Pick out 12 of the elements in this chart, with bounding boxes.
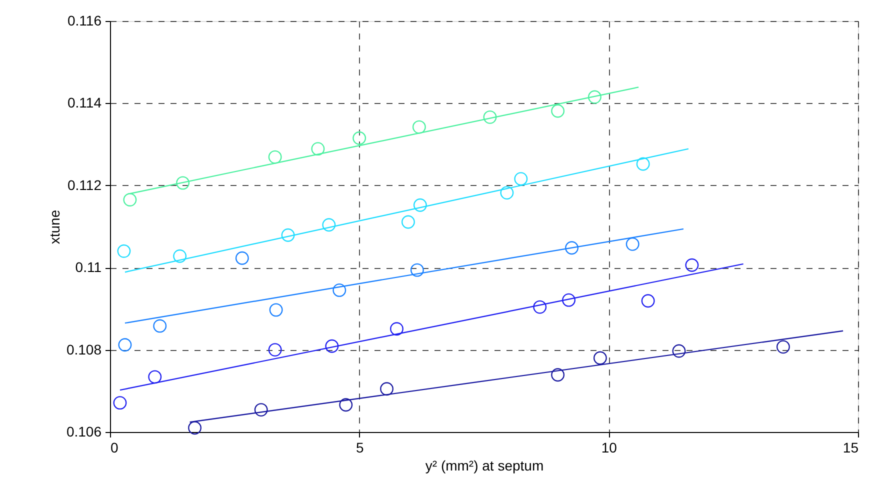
x-axis-title: y² (mm²) at septum: [425, 458, 544, 474]
y-axis-title: xtune: [46, 210, 62, 244]
y-tick-label: 0.116: [68, 12, 102, 28]
y-tick-label: 0.106: [66, 424, 102, 440]
x-tick-label: 15: [842, 440, 859, 456]
y-tick-label: 0.112: [68, 176, 102, 193]
y-tick-label: 0.11: [75, 259, 102, 276]
x-tick-label: 0: [110, 440, 118, 456]
x-tick-label: 10: [601, 440, 618, 456]
y-tick-label: 0.108: [66, 341, 102, 358]
y-tick-label: 0.114: [68, 94, 102, 111]
x-tick-label: 5: [356, 440, 364, 456]
